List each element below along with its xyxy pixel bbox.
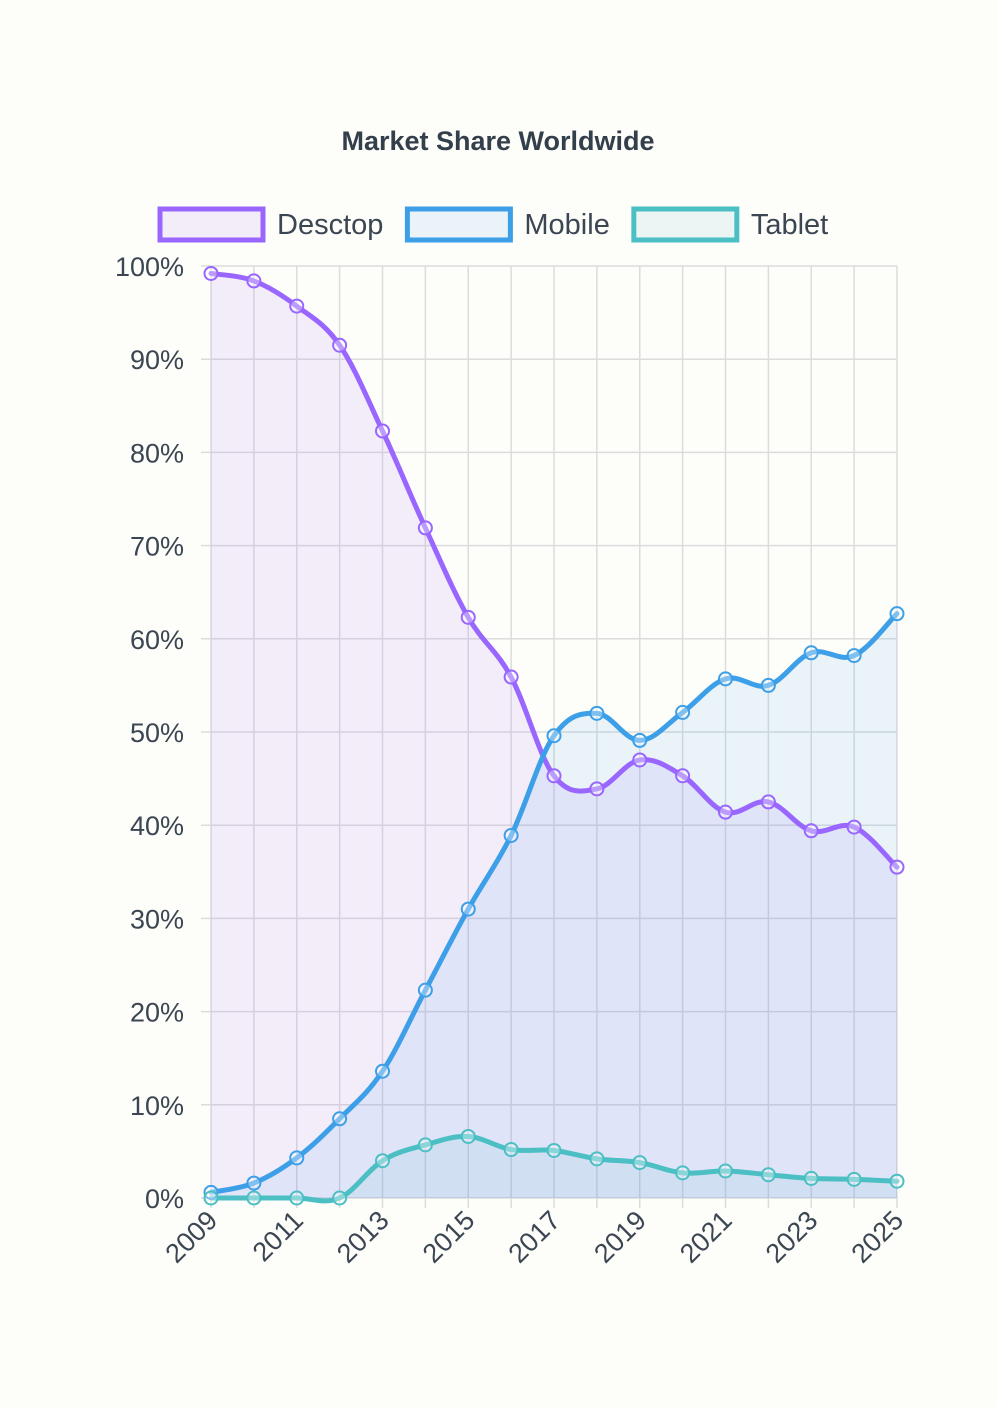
mobile-point[interactable] bbox=[460, 901, 476, 917]
tablet-point[interactable] bbox=[889, 1173, 905, 1189]
desctop-point[interactable] bbox=[803, 823, 819, 839]
mobile-point[interactable] bbox=[589, 705, 605, 721]
legend-item-desctop[interactable]: Desctop bbox=[157, 206, 383, 243]
mobile-point[interactable] bbox=[846, 648, 862, 664]
legend-swatch bbox=[404, 206, 513, 243]
tablet-point[interactable] bbox=[632, 1155, 648, 1171]
tablet-point[interactable] bbox=[846, 1171, 862, 1187]
legend-item-tablet[interactable]: Tablet bbox=[631, 206, 828, 243]
mobile-area bbox=[211, 613, 897, 1198]
legend-label: Tablet bbox=[751, 209, 828, 241]
chart-title: Market Share Worldwide bbox=[341, 126, 654, 156]
tablet-point[interactable] bbox=[203, 1190, 219, 1206]
tablet-line bbox=[208, 1133, 900, 1204]
mobile-point[interactable] bbox=[332, 1111, 348, 1127]
grid bbox=[201, 265, 898, 1208]
tablet-point[interactable] bbox=[675, 1165, 691, 1181]
y-tick-label: 80% bbox=[130, 438, 184, 468]
tablet-point[interactable] bbox=[375, 1153, 390, 1169]
tablet-point[interactable] bbox=[417, 1137, 433, 1153]
tablet-point[interactable] bbox=[246, 1190, 262, 1206]
desctop-line bbox=[208, 270, 900, 870]
mobile-point[interactable] bbox=[375, 1063, 390, 1079]
tablet-point[interactable] bbox=[460, 1128, 476, 1144]
tablet-point[interactable] bbox=[760, 1167, 776, 1183]
y-tick-label: 30% bbox=[130, 904, 184, 934]
y-tick-label: 50% bbox=[130, 718, 184, 748]
series-areas bbox=[211, 273, 897, 1201]
y-tick-label: 60% bbox=[130, 625, 184, 655]
data-points bbox=[203, 265, 905, 1206]
mobile-point[interactable] bbox=[546, 728, 562, 744]
desctop-point[interactable] bbox=[375, 423, 390, 439]
mobile-point[interactable] bbox=[246, 1175, 262, 1191]
legend-item-mobile[interactable]: Mobile bbox=[404, 206, 610, 243]
desctop-point[interactable] bbox=[289, 298, 305, 314]
mobile-point[interactable] bbox=[417, 982, 433, 998]
tablet-point[interactable] bbox=[332, 1190, 348, 1206]
legend-swatch bbox=[631, 206, 740, 243]
y-axis-ticks: 0% 10% 20% 30% 40% 50% 60% 70% 80% 90% 100% bbox=[115, 252, 184, 1214]
desctop-point[interactable] bbox=[760, 794, 776, 810]
y-tick-label: 10% bbox=[130, 1091, 184, 1121]
mobile-point[interactable] bbox=[289, 1150, 305, 1166]
desctop-point[interactable] bbox=[846, 819, 862, 835]
mobile-line bbox=[208, 611, 900, 1195]
mobile-point[interactable] bbox=[718, 671, 733, 687]
desctop-point[interactable] bbox=[417, 520, 433, 536]
y-tick-label: 90% bbox=[130, 345, 184, 375]
series-lines bbox=[208, 270, 900, 1204]
tablet-point[interactable] bbox=[589, 1151, 605, 1167]
mobile-point[interactable] bbox=[889, 606, 905, 622]
mobile-point[interactable] bbox=[803, 645, 819, 661]
desctop-point[interactable] bbox=[332, 337, 348, 353]
desctop-point[interactable] bbox=[246, 273, 262, 289]
y-tick-label: 20% bbox=[130, 998, 184, 1028]
legend-label: Desctop bbox=[277, 209, 383, 241]
y-tick-label: 0% bbox=[145, 1184, 184, 1214]
tablet-point[interactable] bbox=[718, 1163, 733, 1179]
desctop-area bbox=[211, 273, 897, 1198]
tablet-point[interactable] bbox=[289, 1190, 305, 1206]
mobile-point[interactable] bbox=[503, 827, 519, 843]
desctop-point[interactable] bbox=[632, 752, 648, 768]
y-tick-label: 100% bbox=[115, 252, 184, 282]
desctop-point[interactable] bbox=[503, 669, 519, 685]
legend-swatch bbox=[157, 206, 266, 243]
desctop-point[interactable] bbox=[203, 265, 219, 281]
desctop-point[interactable] bbox=[889, 859, 905, 875]
tablet-point[interactable] bbox=[546, 1142, 562, 1158]
y-tick-label: 70% bbox=[130, 532, 184, 562]
desctop-point[interactable] bbox=[546, 768, 562, 784]
tablet-point[interactable] bbox=[803, 1170, 819, 1186]
legend-label: Mobile bbox=[524, 209, 609, 241]
mobile-point[interactable] bbox=[632, 732, 648, 748]
tablet-point[interactable] bbox=[503, 1142, 519, 1158]
legend[interactable]: Desctop Mobile Tablet bbox=[157, 206, 828, 243]
desctop-point[interactable] bbox=[589, 781, 605, 797]
mobile-point[interactable] bbox=[760, 677, 776, 693]
desctop-point[interactable] bbox=[675, 768, 691, 784]
tablet-area bbox=[211, 1136, 897, 1201]
desctop-point[interactable] bbox=[718, 804, 733, 820]
mobile-point[interactable] bbox=[675, 704, 691, 720]
y-tick-label: 40% bbox=[130, 811, 184, 841]
desctop-point[interactable] bbox=[460, 609, 476, 625]
